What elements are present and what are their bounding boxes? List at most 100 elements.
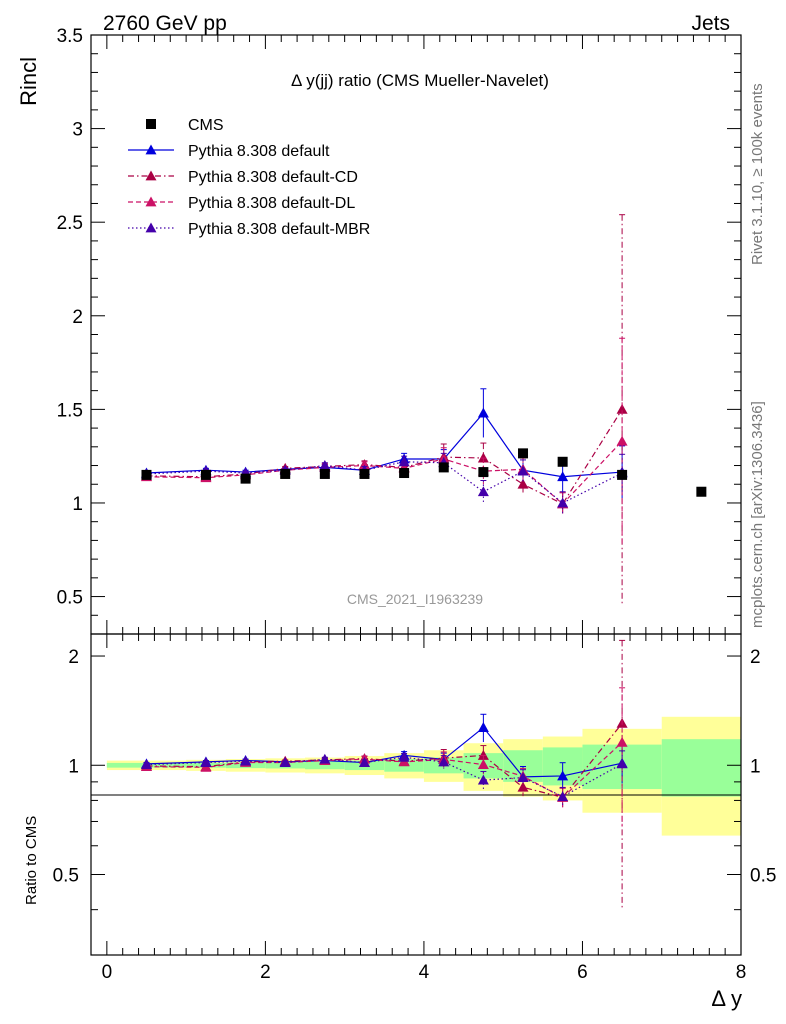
ratio-point-0-8 xyxy=(477,722,489,732)
y-tick-label-2: 1.5 xyxy=(57,400,83,421)
legend-label-cms: CMS xyxy=(188,117,224,134)
ratio-point-3-5 xyxy=(358,757,370,767)
series-line-2 xyxy=(146,440,623,505)
legend-label-3: Pythia 8.308 default-MBR xyxy=(188,221,370,238)
series-point-1-11 xyxy=(616,403,628,414)
x-axis-label: Δ y xyxy=(711,986,742,1011)
ratio-frame xyxy=(90,633,742,956)
series-point-3-4 xyxy=(319,460,331,470)
ratio-point-3-6 xyxy=(398,751,410,762)
x-tick-label-2: 4 xyxy=(419,962,430,983)
y-tick-label-0: 0.5 xyxy=(57,588,83,609)
series-point-1-8 xyxy=(477,452,489,463)
main-y-ticks: 0.5 1 1.5 2 2.5 3 3.5 xyxy=(57,26,741,635)
ratio-point-3-0 xyxy=(140,759,152,769)
ratio-x-ticks: 0 2 4 6 8 xyxy=(102,634,747,983)
cms-point-0 xyxy=(141,469,152,480)
header-left: 2760 GeV pp xyxy=(103,12,227,35)
cms-point-5 xyxy=(359,468,370,479)
legend-marker-3 xyxy=(145,222,157,233)
x-tick-label-3: 6 xyxy=(577,962,588,983)
ratio-point-0-10 xyxy=(557,770,569,781)
ratio-point-2-11 xyxy=(616,736,628,747)
y-axis-label: Rincl xyxy=(16,57,41,106)
ratio-line-0 xyxy=(146,726,623,778)
ratio-y-tick-label-right-1: 1 xyxy=(750,756,761,777)
series-point-0-10 xyxy=(557,471,569,482)
ratio-point-3-7 xyxy=(438,756,450,767)
ratio-point-1-8 xyxy=(477,749,489,760)
main-series xyxy=(140,214,628,605)
y-tick-label-4: 2.5 xyxy=(57,213,83,234)
x-tick-label-4: 8 xyxy=(736,962,747,983)
ratio-point-3-3 xyxy=(279,757,291,767)
mcplots-note: mcplots.cern.ch [arXiv:1306.3436] xyxy=(749,401,766,628)
ratio-line-3 xyxy=(146,756,623,798)
x-tick-label-0: 0 xyxy=(102,962,113,983)
main-data-points xyxy=(141,448,707,497)
legend-marker-0 xyxy=(145,144,157,155)
x-tick-label-1: 2 xyxy=(260,962,271,983)
series-line-3 xyxy=(146,461,623,504)
ratio-point-3-8 xyxy=(477,774,489,785)
cms-point-9 xyxy=(518,448,529,459)
cms-point-7 xyxy=(438,462,449,473)
series-point-3-9 xyxy=(517,465,529,476)
cms-point-10 xyxy=(557,456,568,467)
plot-title: Δ y(jj) ratio (CMS Mueller-Navelet) xyxy=(291,71,549,90)
series-point-0-8 xyxy=(477,407,489,418)
cms-point-6 xyxy=(399,468,410,479)
y-tick-label-1: 1 xyxy=(72,494,83,515)
cms-point-1 xyxy=(200,469,211,480)
watermark: CMS_2021_I1963239 xyxy=(347,591,483,607)
y-tick-label-3: 2 xyxy=(72,307,83,328)
cms-point-4 xyxy=(319,468,330,479)
series-point-2-11 xyxy=(616,435,628,446)
y-tick-label-6: 3.5 xyxy=(57,26,83,47)
ratio-y-tick-label-0: 0.5 xyxy=(53,865,79,886)
rivet-note: Rivet 3.1.10, ≥ 100k events xyxy=(749,83,766,265)
ratio-point-3-1 xyxy=(200,757,212,767)
legend-marker-cms xyxy=(146,119,156,129)
legend-label-2: Pythia 8.308 default-DL xyxy=(188,195,355,212)
ratio-y-axis-label: Ratio to CMS xyxy=(23,816,40,905)
ratio-y-ticks: 0.5 0.5 1 1 2 2 xyxy=(53,647,776,956)
ratio-point-3-11 xyxy=(616,758,628,769)
ratio-point-3-4 xyxy=(319,753,331,764)
cms-point-2 xyxy=(240,473,251,484)
y-tick-label-5: 3 xyxy=(72,120,83,141)
series-point-1-9 xyxy=(517,478,529,489)
ratio-point-3-2 xyxy=(240,755,252,766)
series-point-3-6 xyxy=(398,456,410,467)
ratio-panel: 0 2 4 6 8 0.5 0.5 1 1 2 2 Ratio to CMS Δ y xyxy=(23,633,776,1011)
ratio-series xyxy=(140,639,628,910)
ratio-line-1 xyxy=(146,723,623,799)
band-inner-4 xyxy=(305,761,345,770)
series-line-0 xyxy=(146,412,623,478)
ratio-y-tick-label-2: 2 xyxy=(68,647,79,668)
ratio-point-3-9 xyxy=(517,772,529,782)
series-point-3-10 xyxy=(557,497,569,508)
legend-marker-2 xyxy=(145,196,157,207)
band-inner-12 xyxy=(661,739,741,797)
series-point-3-8 xyxy=(477,486,489,497)
ratio-line-2 xyxy=(146,741,623,799)
main-x-ticks xyxy=(106,35,742,634)
ratio-point-2-8 xyxy=(477,759,489,769)
ratio-y-tick-label-right-0: 0.5 xyxy=(750,865,776,886)
legend: CMS Pythia 8.308 default Pythia 8.308 defa… xyxy=(128,117,370,238)
cms-point-11 xyxy=(617,469,628,480)
ratio-point-1-9 xyxy=(517,781,529,792)
header-right: Jets xyxy=(691,12,730,35)
cms-point-8 xyxy=(478,467,489,478)
legend-label-1: Pythia 8.308 default-CD xyxy=(188,169,358,186)
ratio-bands xyxy=(106,716,741,836)
cms-point-3 xyxy=(280,468,291,479)
cms-point-12 xyxy=(696,486,707,497)
ratio-y-tick-label-right-2: 2 xyxy=(750,647,761,668)
legend-marker-1 xyxy=(145,170,157,181)
legend-label-0: Pythia 8.308 default xyxy=(188,143,330,160)
ratio-y-tick-label-1: 1 xyxy=(68,756,79,777)
ratio-point-3-10 xyxy=(557,791,569,801)
